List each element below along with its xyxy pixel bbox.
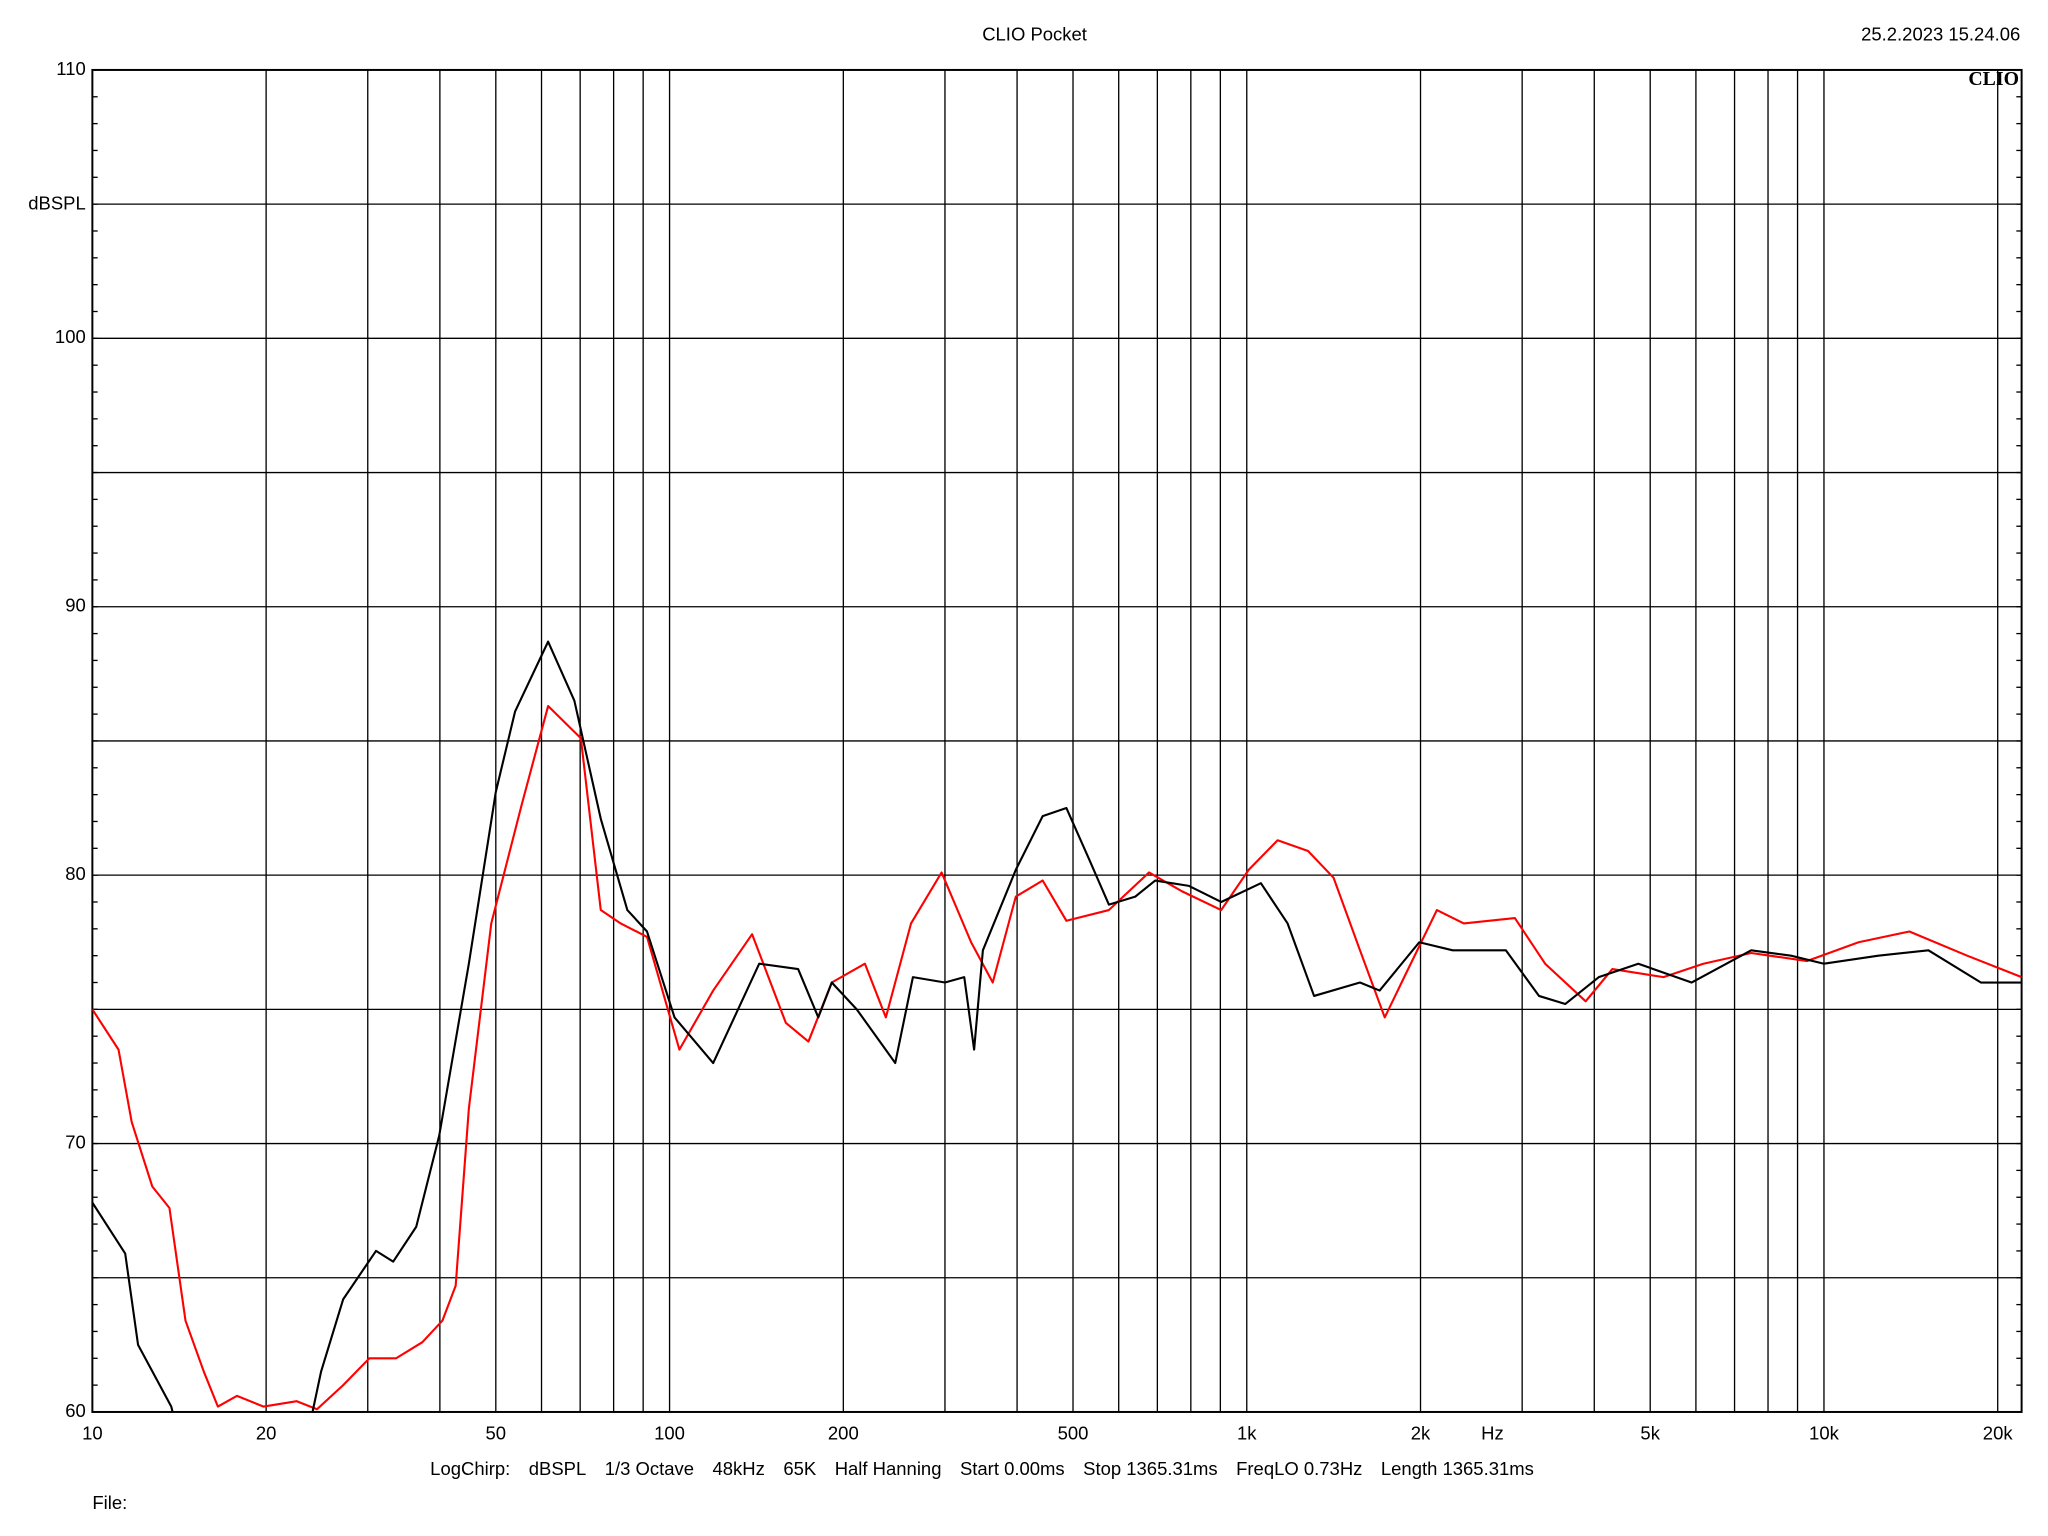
x-tick-label: 10 xyxy=(82,1422,103,1443)
x-tick-label: 20 xyxy=(256,1422,277,1443)
y-tick-label: 80 xyxy=(65,863,86,884)
setting-item: 65K xyxy=(783,1458,817,1479)
setting-item: dBSPL xyxy=(529,1458,587,1479)
setting-item: LogChirp: xyxy=(430,1458,510,1479)
setting-item: Start 0.00ms xyxy=(960,1458,1065,1479)
x-tick-label: 100 xyxy=(654,1422,685,1443)
plot-frame xyxy=(91,68,2023,1413)
settings-line: LogChirp: dBSPL 1/3 Octave 48kHz 65K Half Han… xyxy=(430,1458,1534,1479)
x-tick-label: 50 xyxy=(486,1422,507,1443)
x-tick-label: 5k xyxy=(1640,1422,1660,1443)
chart-title: CLIO Pocket xyxy=(982,24,1087,45)
setting-item: Stop 1365.31ms xyxy=(1083,1458,1218,1479)
file-label: File: xyxy=(92,1492,127,1513)
series-line xyxy=(92,640,2022,1412)
x-tick-label: 20k xyxy=(1983,1422,2014,1443)
y-tick-label: 110 xyxy=(56,58,85,79)
y-tick-label: 90 xyxy=(65,595,86,616)
setting-item: 48kHz xyxy=(713,1458,765,1479)
timestamp: 25.2.2023 15.24.06 xyxy=(1861,24,2020,45)
y-tick-label: 100 xyxy=(55,326,86,347)
x-tick-label: 1k xyxy=(1237,1422,1257,1443)
y-axis-label: dBSPL xyxy=(28,192,86,213)
x-tick-label: 2k xyxy=(1411,1422,1431,1443)
y-tick-label: 70 xyxy=(65,1131,86,1152)
x-tick-label: 200 xyxy=(828,1422,859,1443)
setting-item: Length 1365.31ms xyxy=(1381,1458,1534,1479)
x-tick-label: 500 xyxy=(1058,1422,1089,1443)
logo: CLIO xyxy=(1968,68,2019,90)
setting-item: 1/3 Octave xyxy=(605,1458,694,1479)
setting-item: Half Hanning xyxy=(835,1458,942,1479)
setting-item: FreqLO 0.73Hz xyxy=(1236,1458,1362,1479)
x-axis-label: Hz xyxy=(1481,1422,1504,1443)
y-tick-label: 60 xyxy=(65,1400,86,1421)
x-tick-label: 10k xyxy=(1809,1422,1840,1443)
